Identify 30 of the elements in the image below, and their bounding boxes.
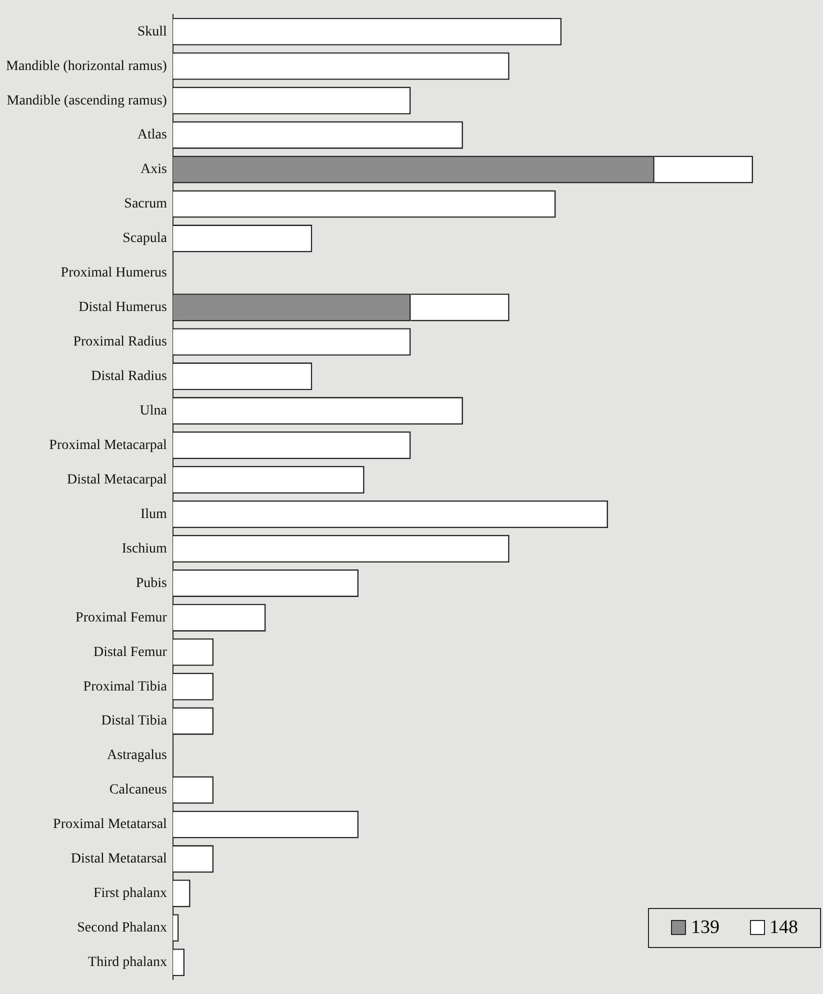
y-tick-label: Ulna (140, 403, 168, 418)
y-tick-label: Proximal Metacarpal (49, 438, 168, 453)
y-tick-label: Atlas (137, 128, 167, 143)
y-tick-label: Astragalus (107, 748, 167, 764)
y-tick-label: Distal Femur (93, 644, 168, 660)
y-tick-label: Proximal Tibia (83, 679, 168, 694)
y-tick-label: Distal Humerus (78, 300, 167, 316)
y-tick-label: Second Phalanx (77, 920, 167, 936)
y-tick-label: Third phalanx (88, 955, 167, 970)
y-tick-label: Calcaneus (109, 782, 167, 798)
y-tick-label: Sacrum (124, 196, 168, 212)
y-tick-label: Proximal Radius (73, 334, 167, 350)
y-tick-label: Skull (137, 24, 168, 40)
y-tick-label: Proximal Humerus (60, 266, 167, 281)
y-tick-label: Scapula (122, 231, 168, 246)
y-tick-label: Mandible (horizontal ramus) (6, 58, 168, 74)
y-tick-label: Proximal Femur (76, 610, 168, 626)
y-tick-label: Pubis (136, 576, 167, 591)
y-tick-label: Proximal Metatarsal (53, 817, 168, 832)
legend-label: 148 (770, 916, 798, 939)
y-tick-label: Mandible (ascending ramus) (6, 93, 168, 108)
y-tick-label: Distal Radius (91, 369, 167, 384)
legend-label: 139 (691, 916, 720, 939)
y-tick-label: Distal Tibia (101, 714, 168, 729)
y-tick-label: Ilum (140, 506, 168, 522)
y-tick-label: Distal Metacarpal (67, 472, 168, 488)
y-tick-label: Ischium (122, 541, 168, 556)
y-tick-label: First phalanx (93, 886, 167, 902)
y-tick-label: Axis (140, 162, 167, 178)
y-tick-label: Distal Metatarsal (70, 852, 168, 867)
